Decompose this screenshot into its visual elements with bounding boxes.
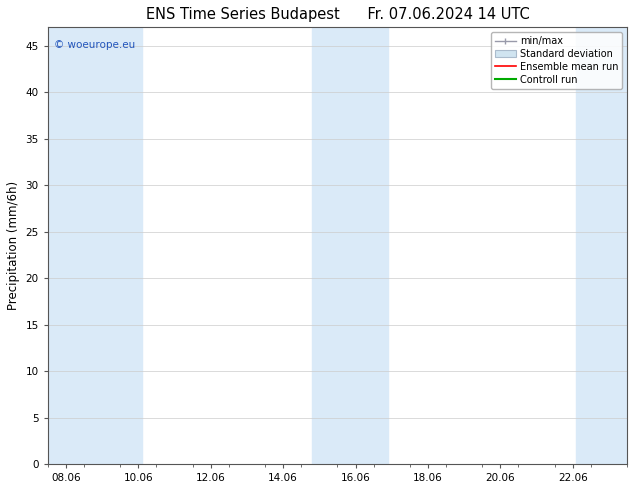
Bar bbox=[359, 27, 388, 464]
Bar bbox=[48, 27, 106, 464]
Bar bbox=[576, 27, 627, 464]
Text: © woeurope.eu: © woeurope.eu bbox=[53, 40, 135, 50]
Legend: min/max, Standard deviation, Ensemble mean run, Controll run: min/max, Standard deviation, Ensemble me… bbox=[491, 32, 622, 89]
Title: ENS Time Series Budapest      Fr. 07.06.2024 14 UTC: ENS Time Series Budapest Fr. 07.06.2024 … bbox=[146, 7, 529, 22]
Bar bbox=[106, 27, 142, 464]
Y-axis label: Precipitation (mm/6h): Precipitation (mm/6h) bbox=[7, 181, 20, 310]
Bar bbox=[312, 27, 359, 464]
